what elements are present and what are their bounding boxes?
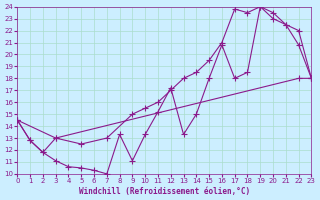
X-axis label: Windchill (Refroidissement éolien,°C): Windchill (Refroidissement éolien,°C) [79, 187, 250, 196]
